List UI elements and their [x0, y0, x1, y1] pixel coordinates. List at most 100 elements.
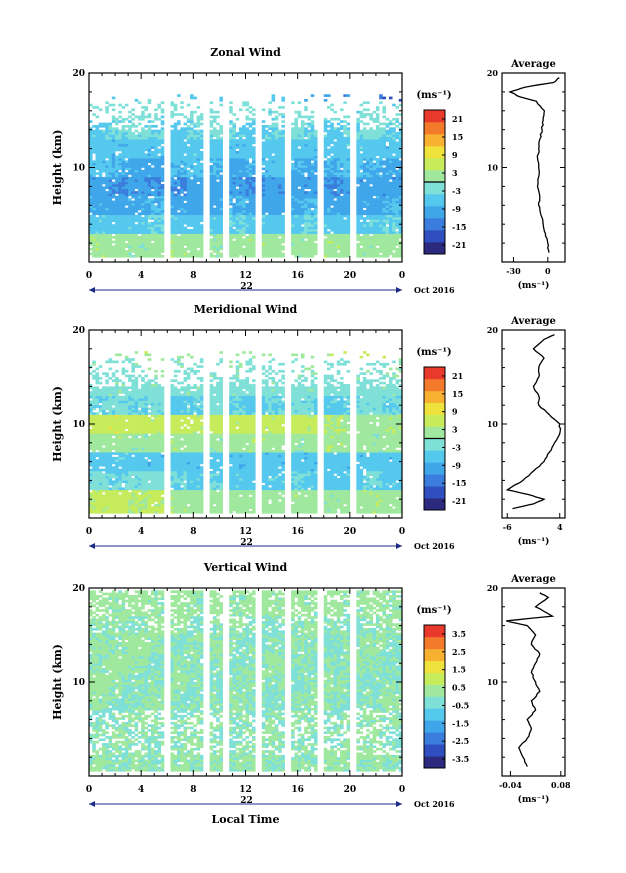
- heatmap-cell: [313, 252, 318, 256]
- heatmap-cell: [196, 148, 201, 152]
- heatmap-cell: [242, 233, 246, 237]
- heatmap-cell: [291, 169, 295, 173]
- heatmap-cell: [229, 146, 233, 149]
- heatmap-cell: [245, 146, 250, 149]
- heatmap-cell: [183, 165, 188, 168]
- heatmap-cell: [128, 205, 132, 208]
- heatmap-cell: [118, 115, 122, 119]
- heatmap-cell: [154, 233, 158, 237]
- heatmap-cell: [108, 191, 113, 194]
- heatmap-cell: [219, 219, 223, 223]
- heatmap-cell: [333, 150, 338, 154]
- heatmap-cell: [232, 136, 237, 140]
- heatmap-cell: [359, 110, 364, 114]
- heatmap-cell: [186, 193, 191, 197]
- heatmap-cell: [134, 228, 139, 232]
- heatmap-cell: [92, 489, 96, 493]
- heatmap-cell: [281, 174, 285, 178]
- heatmap-cell: [118, 191, 122, 194]
- heatmap-cell: [362, 254, 367, 258]
- heatmap-cell: [102, 478, 106, 481]
- heatmap-cell: [170, 186, 175, 190]
- heatmap-cell: [102, 169, 106, 173]
- heatmap-cell: [209, 233, 214, 237]
- heatmap-cell: [177, 202, 181, 206]
- heatmap-cell: [362, 252, 367, 256]
- heatmap-cell: [245, 117, 250, 121]
- heatmap-cell: [190, 129, 194, 133]
- heatmap-cell: [137, 221, 142, 225]
- heatmap-cell: [313, 165, 318, 168]
- heatmap-cell: [238, 210, 243, 213]
- heatmap-cell: [333, 158, 338, 161]
- heatmap-cell: [229, 179, 233, 182]
- heatmap-cell: [310, 231, 315, 234]
- heatmap-cell: [242, 101, 246, 105]
- heatmap-cell: [147, 176, 152, 180]
- heatmap-cell: [245, 207, 250, 211]
- heatmap-cell: [134, 202, 139, 206]
- heatmap-cell: [128, 143, 132, 147]
- heatmap-cell: [300, 191, 305, 194]
- heatmap-cell: [261, 207, 266, 211]
- heatmap-cell: [141, 207, 145, 211]
- heatmap-cell: [372, 155, 377, 159]
- heatmap-cell: [379, 207, 383, 211]
- heatmap-cell: [177, 214, 181, 218]
- heatmap-cell: [183, 254, 188, 258]
- heatmap-cell: [271, 143, 276, 147]
- heatmap-cell: [291, 129, 295, 133]
- heatmap-cell: [131, 160, 135, 164]
- heatmap-cell: [268, 124, 272, 128]
- heatmap-cell: [105, 202, 109, 206]
- heatmap-cell: [154, 136, 158, 140]
- heatmap-cell: [199, 134, 204, 138]
- average-unit: (ms⁻¹): [518, 280, 550, 291]
- heatmap-cell: [375, 141, 380, 145]
- heatmap-cell: [330, 191, 334, 194]
- heatmap-cell: [121, 202, 126, 206]
- heatmap-cell: [323, 134, 328, 138]
- heatmap-cell: [144, 176, 148, 180]
- heatmap-cell: [196, 124, 201, 128]
- heatmap-cell: [219, 212, 223, 216]
- heatmap-cell: [232, 179, 237, 182]
- heatmap-cell: [395, 191, 400, 194]
- heatmap-cell: [95, 496, 100, 500]
- heatmap-cell: [180, 167, 184, 171]
- heatmap-cell: [242, 172, 246, 175]
- heatmap-cell: [128, 226, 132, 230]
- heatmap-cell: [134, 245, 139, 249]
- heatmap-cell: [366, 186, 370, 190]
- heatmap-cell: [362, 219, 367, 223]
- heatmap-cell: [359, 193, 364, 197]
- heatmap-cell: [118, 236, 122, 239]
- heatmap-cell: [245, 193, 250, 197]
- heatmap-cell: [170, 226, 175, 230]
- heatmap-cell: [392, 202, 396, 206]
- heatmap-cell: [362, 226, 367, 230]
- heatmap-cell: [147, 245, 152, 249]
- heatmap-cell: [229, 195, 233, 199]
- heatmap-cell: [291, 212, 295, 216]
- heatmap-cell: [173, 186, 178, 190]
- heatmap-cell: [121, 162, 126, 166]
- heatmap-cell: [307, 174, 312, 178]
- heatmap-cell: [212, 191, 217, 194]
- heatmap-cell: [278, 150, 282, 154]
- heatmap-cell: [372, 120, 377, 123]
- heatmap-cell: [196, 210, 201, 213]
- heatmap-cell: [385, 228, 390, 232]
- heatmap-cell: [115, 243, 119, 246]
- heatmap-cell: [216, 158, 220, 161]
- heatmap-cell: [92, 499, 96, 502]
- heatmap-cell: [111, 167, 116, 171]
- heatmap-cell: [147, 98, 152, 102]
- heatmap-cell: [359, 212, 364, 216]
- heatmap-cell: [196, 202, 201, 206]
- heatmap-cell: [105, 195, 109, 199]
- heatmap-cell: [304, 179, 308, 182]
- heatmap-cell: [160, 240, 165, 244]
- heatmap-cell: [336, 188, 341, 192]
- heatmap-cell: [333, 195, 338, 199]
